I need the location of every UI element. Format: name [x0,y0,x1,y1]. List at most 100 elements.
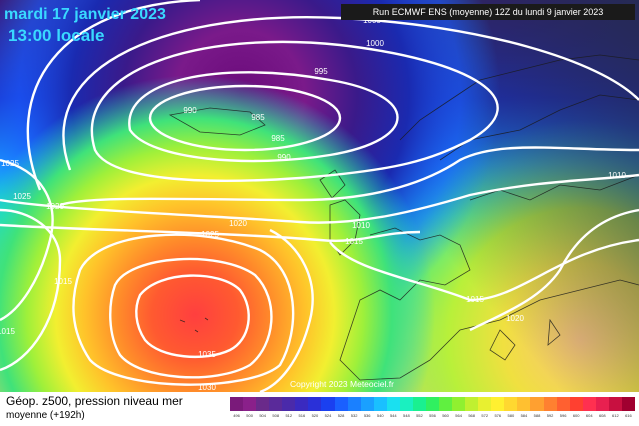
legend-swatch [530,397,544,411]
isobar-label: 990 [277,153,291,162]
legend-swatch [608,397,622,411]
legend-label: 540 [376,413,384,418]
legend-label: 532 [350,413,358,418]
legend-swatch [504,397,518,411]
isobar-1035 [135,274,250,359]
legend-swatch [517,397,531,411]
legend-label: 548 [403,413,410,418]
legend-swatch [399,397,413,411]
legend-swatch [308,397,322,411]
legend-swatch [282,397,296,411]
legend-label: 616 [625,413,632,418]
isobar-1015b [329,238,639,302]
legend-swatch [334,397,348,411]
model-run-banner: Run ECMWF ENS (moyenne) 12Z du lundi 9 j… [341,4,635,20]
isobars [0,0,639,392]
legend-label: 496 [233,413,240,418]
isobar-1005b [59,146,639,207]
isobar-1010 [0,173,639,224]
legend-swatch [295,397,309,411]
forecast-date: mardi 17 janvier 2023 [4,6,166,23]
isobar-labels: 1005 1000 995 990 985 985 990 1025 1020 … [0,16,626,392]
legend-swatch [243,397,257,411]
legend-swatch [569,397,583,411]
map-title: Géop. z500, pression niveau mer [6,394,183,408]
isobar-label: 1025 [1,159,19,168]
legend-swatch [439,397,453,411]
legend-label: 564 [455,413,462,418]
legend-swatch [543,397,557,411]
legend-label: 512 [285,413,293,418]
isobar-label: 985 [271,134,285,143]
isobar-1030 [109,257,273,379]
isobar-label: 1025 [201,230,219,239]
isobar-1020b [259,228,314,392]
legend-swatch [491,397,505,411]
isobar-1005 [26,0,201,191]
isobar-label: 1030 [198,383,216,392]
legend-label: 572 [481,413,489,418]
legend-swatch [386,397,400,411]
legend-label: 576 [494,413,502,418]
legend-label: 584 [520,413,528,418]
legend-swatch [621,397,635,411]
legend-label: 560 [442,413,449,418]
legend-label: 500 [246,413,253,418]
legend-label: 580 [507,413,515,418]
isobar-label: 1010 [608,171,626,180]
legend-label: 536 [363,413,371,418]
legend-swatch [269,397,283,411]
legend-swatch [595,397,609,411]
map-subtitle: moyenne (+192h) [6,410,85,421]
legend-label: 544 [389,413,397,418]
isobar-1000 [62,16,639,171]
weather-map: 1005 1000 995 990 985 985 990 1025 1020 … [0,0,639,392]
copyright: Copyright 2023 Meteociel.fr [290,379,394,389]
legend-label: 520 [311,413,319,418]
isobar-label: 1020 [229,219,247,228]
legend-label: 552 [416,413,423,418]
legend-label: 600 [572,413,580,418]
legend-label: 524 [324,413,332,418]
legend-swatch [582,397,596,411]
legend-swatch [452,397,466,411]
isobar-label: 1020 [506,314,524,323]
legend-label: 612 [612,413,619,418]
legend-swatch [347,397,361,411]
color-legend: 496 500 504 508 512 516 520 524 528 532 536 540 544 5… [230,397,635,421]
forecast-time: 13:00 locale [8,26,105,45]
legend-swatch [478,397,492,411]
legend-swatch [412,397,426,411]
isobar-label: 985 [251,113,265,122]
legend-label: 504 [259,413,266,418]
isobar-label: 1025 [13,192,31,201]
isobar-1025b [0,158,54,322]
isobar-label: 995 [314,67,328,76]
isobar-label: 1005 [363,16,381,25]
legend-label: 568 [468,413,475,418]
legend-swatch [465,397,479,411]
isobar-label: 1015 [0,327,15,336]
isobar-label: 1020 [46,202,64,211]
legend-label: 592 [546,413,554,418]
legend-label: 596 [559,413,567,418]
legend-swatch [373,397,387,411]
legend-label: 508 [272,413,280,418]
legend-label: 516 [298,413,306,418]
legend-swatch [230,397,244,411]
legend-swatch [321,397,335,411]
isobar-label: 1015 [345,237,363,246]
isobar-label: 1015 [466,295,484,304]
isobar-1025 [72,233,295,386]
isobar-label: 990 [183,106,197,115]
isobar-label: 1010 [352,221,370,230]
isobar-1020c [469,208,639,332]
legend-swatch [556,397,570,411]
legend-swatch [360,397,374,411]
isobar-label: 1000 [366,39,384,48]
isobar-1020 [0,208,62,372]
legend-label: 528 [337,413,345,418]
legend-label: 604 [585,413,593,418]
legend-label: 608 [598,413,606,418]
